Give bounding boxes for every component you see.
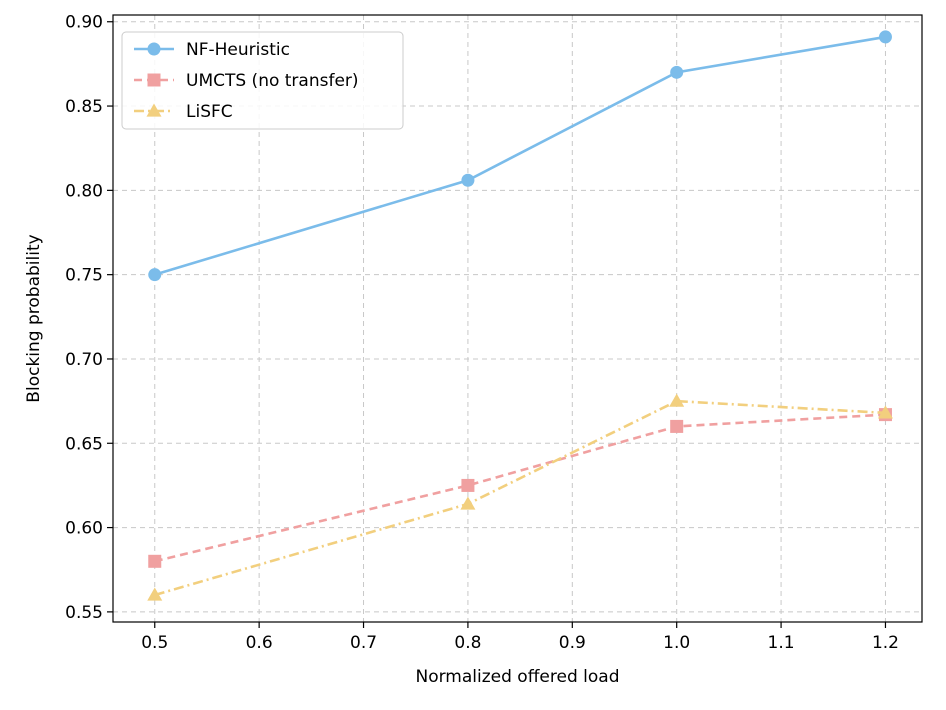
- legend-item: UMCTS (no transfer): [134, 71, 359, 91]
- y-tick-label: 0.75: [65, 266, 103, 286]
- y-axis-label: Blocking probability: [24, 234, 44, 402]
- data-point: [878, 30, 892, 44]
- data-point: [877, 405, 893, 419]
- data-point: [148, 268, 162, 282]
- x-tick-label: 1.1: [768, 633, 795, 653]
- axis-ticks: 0.5 0.6 0.7 0.8 0.9 1.0 1.1 1.2 0.55 0.60 0.65 0.70…: [65, 13, 899, 653]
- x-tick-label: 0.9: [559, 633, 586, 653]
- x-tick-label: 1.0: [663, 633, 690, 653]
- legend-label: LiSFC: [186, 102, 233, 122]
- legend-label: UMCTS (no transfer): [186, 71, 359, 91]
- legend-marker: [146, 103, 162, 117]
- y-tick-label: 0.65: [65, 434, 103, 454]
- x-tick-label: 0.6: [246, 633, 273, 653]
- data-point: [461, 173, 475, 187]
- plot-frame: [112, 14, 923, 623]
- y-tick-label: 0.55: [65, 603, 103, 623]
- data-point: [669, 393, 685, 407]
- series-line: [154, 399, 886, 597]
- x-tick-label: 1.2: [872, 633, 899, 653]
- x-tick-label: 0.7: [350, 633, 377, 653]
- x-axis-label: Normalized offered load: [416, 667, 620, 687]
- series-0: [148, 30, 892, 282]
- data-point: [670, 419, 684, 433]
- data-point: [460, 496, 476, 510]
- y-tick-label: 0.80: [65, 181, 103, 201]
- series-line: [154, 413, 886, 563]
- y-tick-label: 0.90: [65, 13, 103, 33]
- data-point: [147, 587, 163, 601]
- series-layer: [147, 30, 893, 601]
- y-tick-label: 0.70: [65, 350, 103, 370]
- legend-label: NF-Heuristic: [186, 40, 290, 60]
- y-tick-label: 0.85: [65, 97, 103, 117]
- legend-marker: [147, 73, 161, 87]
- series-2: [147, 393, 893, 601]
- data-point: [670, 65, 684, 79]
- legend-item: LiSFC: [134, 102, 233, 122]
- legend-box: [121, 31, 404, 130]
- legend: NF-Heuristic UMCTS (no transfer) LiSFC: [121, 31, 404, 130]
- data-point: [148, 554, 162, 568]
- legend-item: NF-Heuristic: [134, 40, 290, 60]
- data-point: [461, 478, 475, 492]
- x-tick-label: 0.5: [141, 633, 168, 653]
- x-tick-label: 0.8: [454, 633, 481, 653]
- y-tick-label: 0.60: [65, 519, 103, 539]
- legend-marker: [147, 42, 161, 56]
- series-line: [154, 35, 886, 276]
